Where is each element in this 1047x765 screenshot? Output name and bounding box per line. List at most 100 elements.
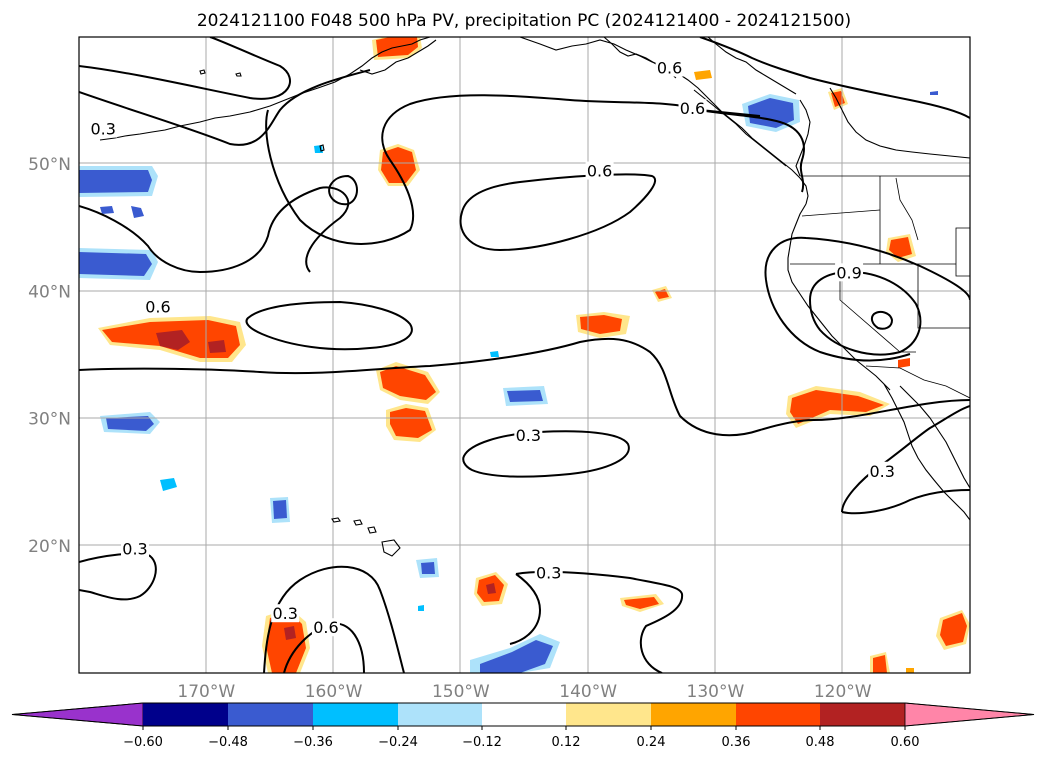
precip-negative-region xyxy=(106,416,154,431)
pv-contour xyxy=(263,565,405,673)
contour-label: 0.3 xyxy=(516,426,541,445)
colorbar-tick-label: 0.24 xyxy=(637,735,666,750)
gridlines xyxy=(79,37,970,673)
precip-negative-region xyxy=(79,170,152,193)
contour-label-background xyxy=(89,119,118,138)
pv-contour xyxy=(265,94,805,245)
contour-label: 0.3 xyxy=(90,120,115,139)
pv-contours xyxy=(79,37,970,673)
pv-contour xyxy=(79,69,371,146)
colorbar-tick-label: 0.60 xyxy=(891,735,920,750)
colorbar-swatch xyxy=(143,703,228,726)
contour-label-background xyxy=(868,461,897,480)
colorbar: −0.60 −0.48 −0.36 −0.24 −0.12 0.12 0.24 0.36 0.4… xyxy=(11,702,1035,750)
pv-contour xyxy=(459,173,657,252)
colorbar-swatch xyxy=(820,703,905,726)
political-borders xyxy=(790,175,970,399)
pv-contour xyxy=(841,405,970,513)
precip-negative-region xyxy=(131,206,144,218)
precip-negative-region xyxy=(480,640,553,673)
lon-tick-label: 120°W xyxy=(814,682,872,702)
contour-label-background xyxy=(585,161,614,180)
precip-positive-region xyxy=(486,583,496,594)
precip-negative-region xyxy=(100,206,114,214)
colorbar-swatch xyxy=(313,703,398,726)
pv-contour xyxy=(515,570,684,673)
contour-label: 0.9 xyxy=(836,263,861,282)
contour-label-background xyxy=(678,99,707,118)
precip-positive-region xyxy=(906,668,914,673)
pv-contour xyxy=(79,552,157,601)
lon-tick-label: 170°W xyxy=(177,682,235,702)
contour-labels: 0.3 0.6 0.6 0.3 0.3 0.3 0.3 0.6 0.6 0.6 0.9 0.3 xyxy=(89,58,897,637)
contour-label-background xyxy=(514,426,543,445)
precip-positive-region xyxy=(380,366,436,400)
pv-contour xyxy=(765,279,911,362)
colorbar-tick-label: −0.12 xyxy=(462,735,502,750)
colorbar-tick-label: −0.48 xyxy=(208,735,248,750)
colorbar-swatch xyxy=(566,703,651,726)
colorbar-swatch xyxy=(228,703,313,726)
colorbar-tick-label: −0.36 xyxy=(293,735,333,750)
precip-negative-region xyxy=(160,478,177,491)
contour-label: 0.3 xyxy=(869,462,894,481)
colorbar-tick-label: −0.24 xyxy=(378,735,418,750)
contour-label-background xyxy=(534,563,563,582)
precip-positive-region xyxy=(381,147,416,183)
lat-tick-label: 20°N xyxy=(28,537,71,557)
precip-positive-region xyxy=(208,340,226,353)
precip-positive-region xyxy=(580,315,622,334)
plot-frame xyxy=(78,36,971,674)
precip-negative-region xyxy=(314,145,323,153)
contour-label-background xyxy=(121,539,150,558)
latitude-tick-labels: 20°N 30°N 40°N 50°N xyxy=(28,155,71,557)
pv-contour xyxy=(764,236,970,301)
precip-negative-region xyxy=(421,562,435,574)
lon-tick-label: 160°W xyxy=(305,682,363,702)
contour-label-background xyxy=(655,58,684,77)
precip-positive-region xyxy=(889,237,912,258)
contour-label: 0.3 xyxy=(272,604,297,623)
pv-contour xyxy=(79,37,291,100)
contour-label: 0.6 xyxy=(145,298,170,317)
pv-contour xyxy=(79,186,350,274)
precip-negative-region xyxy=(79,252,152,276)
lat-tick-label: 30°N xyxy=(28,410,71,430)
precip-positive-region xyxy=(898,358,910,368)
longitude-tick-labels: 170°W 160°W 150°W 140°W 130°W 120°W xyxy=(177,682,871,702)
colorbar-extend-max xyxy=(904,702,1035,727)
colorbar-tick-label: −0.60 xyxy=(123,735,163,750)
precip-negative-region xyxy=(273,500,287,519)
precip-positive-region xyxy=(940,613,967,646)
colorbar-tick-label: 0.36 xyxy=(722,735,751,750)
chart-title: 2024121100 F048 500 hPa PV, precipitatio… xyxy=(197,11,851,31)
colorbar-swatch xyxy=(651,703,736,726)
lon-tick-label: 150°W xyxy=(432,682,490,702)
contour-label: 0.3 xyxy=(122,539,147,558)
precip-negative-region xyxy=(748,98,794,128)
lat-tick-label: 40°N xyxy=(28,282,71,302)
lon-tick-label: 130°W xyxy=(687,682,745,702)
precip-positive-region xyxy=(390,408,432,438)
contour-label: 0.6 xyxy=(313,618,338,637)
contour-label: 0.6 xyxy=(680,99,705,118)
precip-negative-region xyxy=(930,91,938,95)
precip-negative-region xyxy=(418,605,424,611)
contour-label: 0.6 xyxy=(657,59,682,78)
precip-negative-region xyxy=(490,351,499,357)
precip-positive-region xyxy=(284,626,296,640)
precip-positive-region xyxy=(790,390,884,424)
colorbar-tick-label: 0.12 xyxy=(552,735,581,750)
precip-positive-region xyxy=(873,655,887,673)
pv-contour xyxy=(509,573,542,645)
colorbar-swatch xyxy=(482,703,566,726)
precip-positive-region xyxy=(266,612,306,673)
contour-label: 0.3 xyxy=(536,564,561,583)
pv-contour xyxy=(245,300,413,351)
precip-negative-region xyxy=(507,390,543,402)
contour-label: 0.6 xyxy=(587,162,612,181)
pv-contour xyxy=(841,489,970,515)
colorbar-extend-min xyxy=(11,702,144,727)
lat-tick-label: 50°N xyxy=(28,155,71,175)
